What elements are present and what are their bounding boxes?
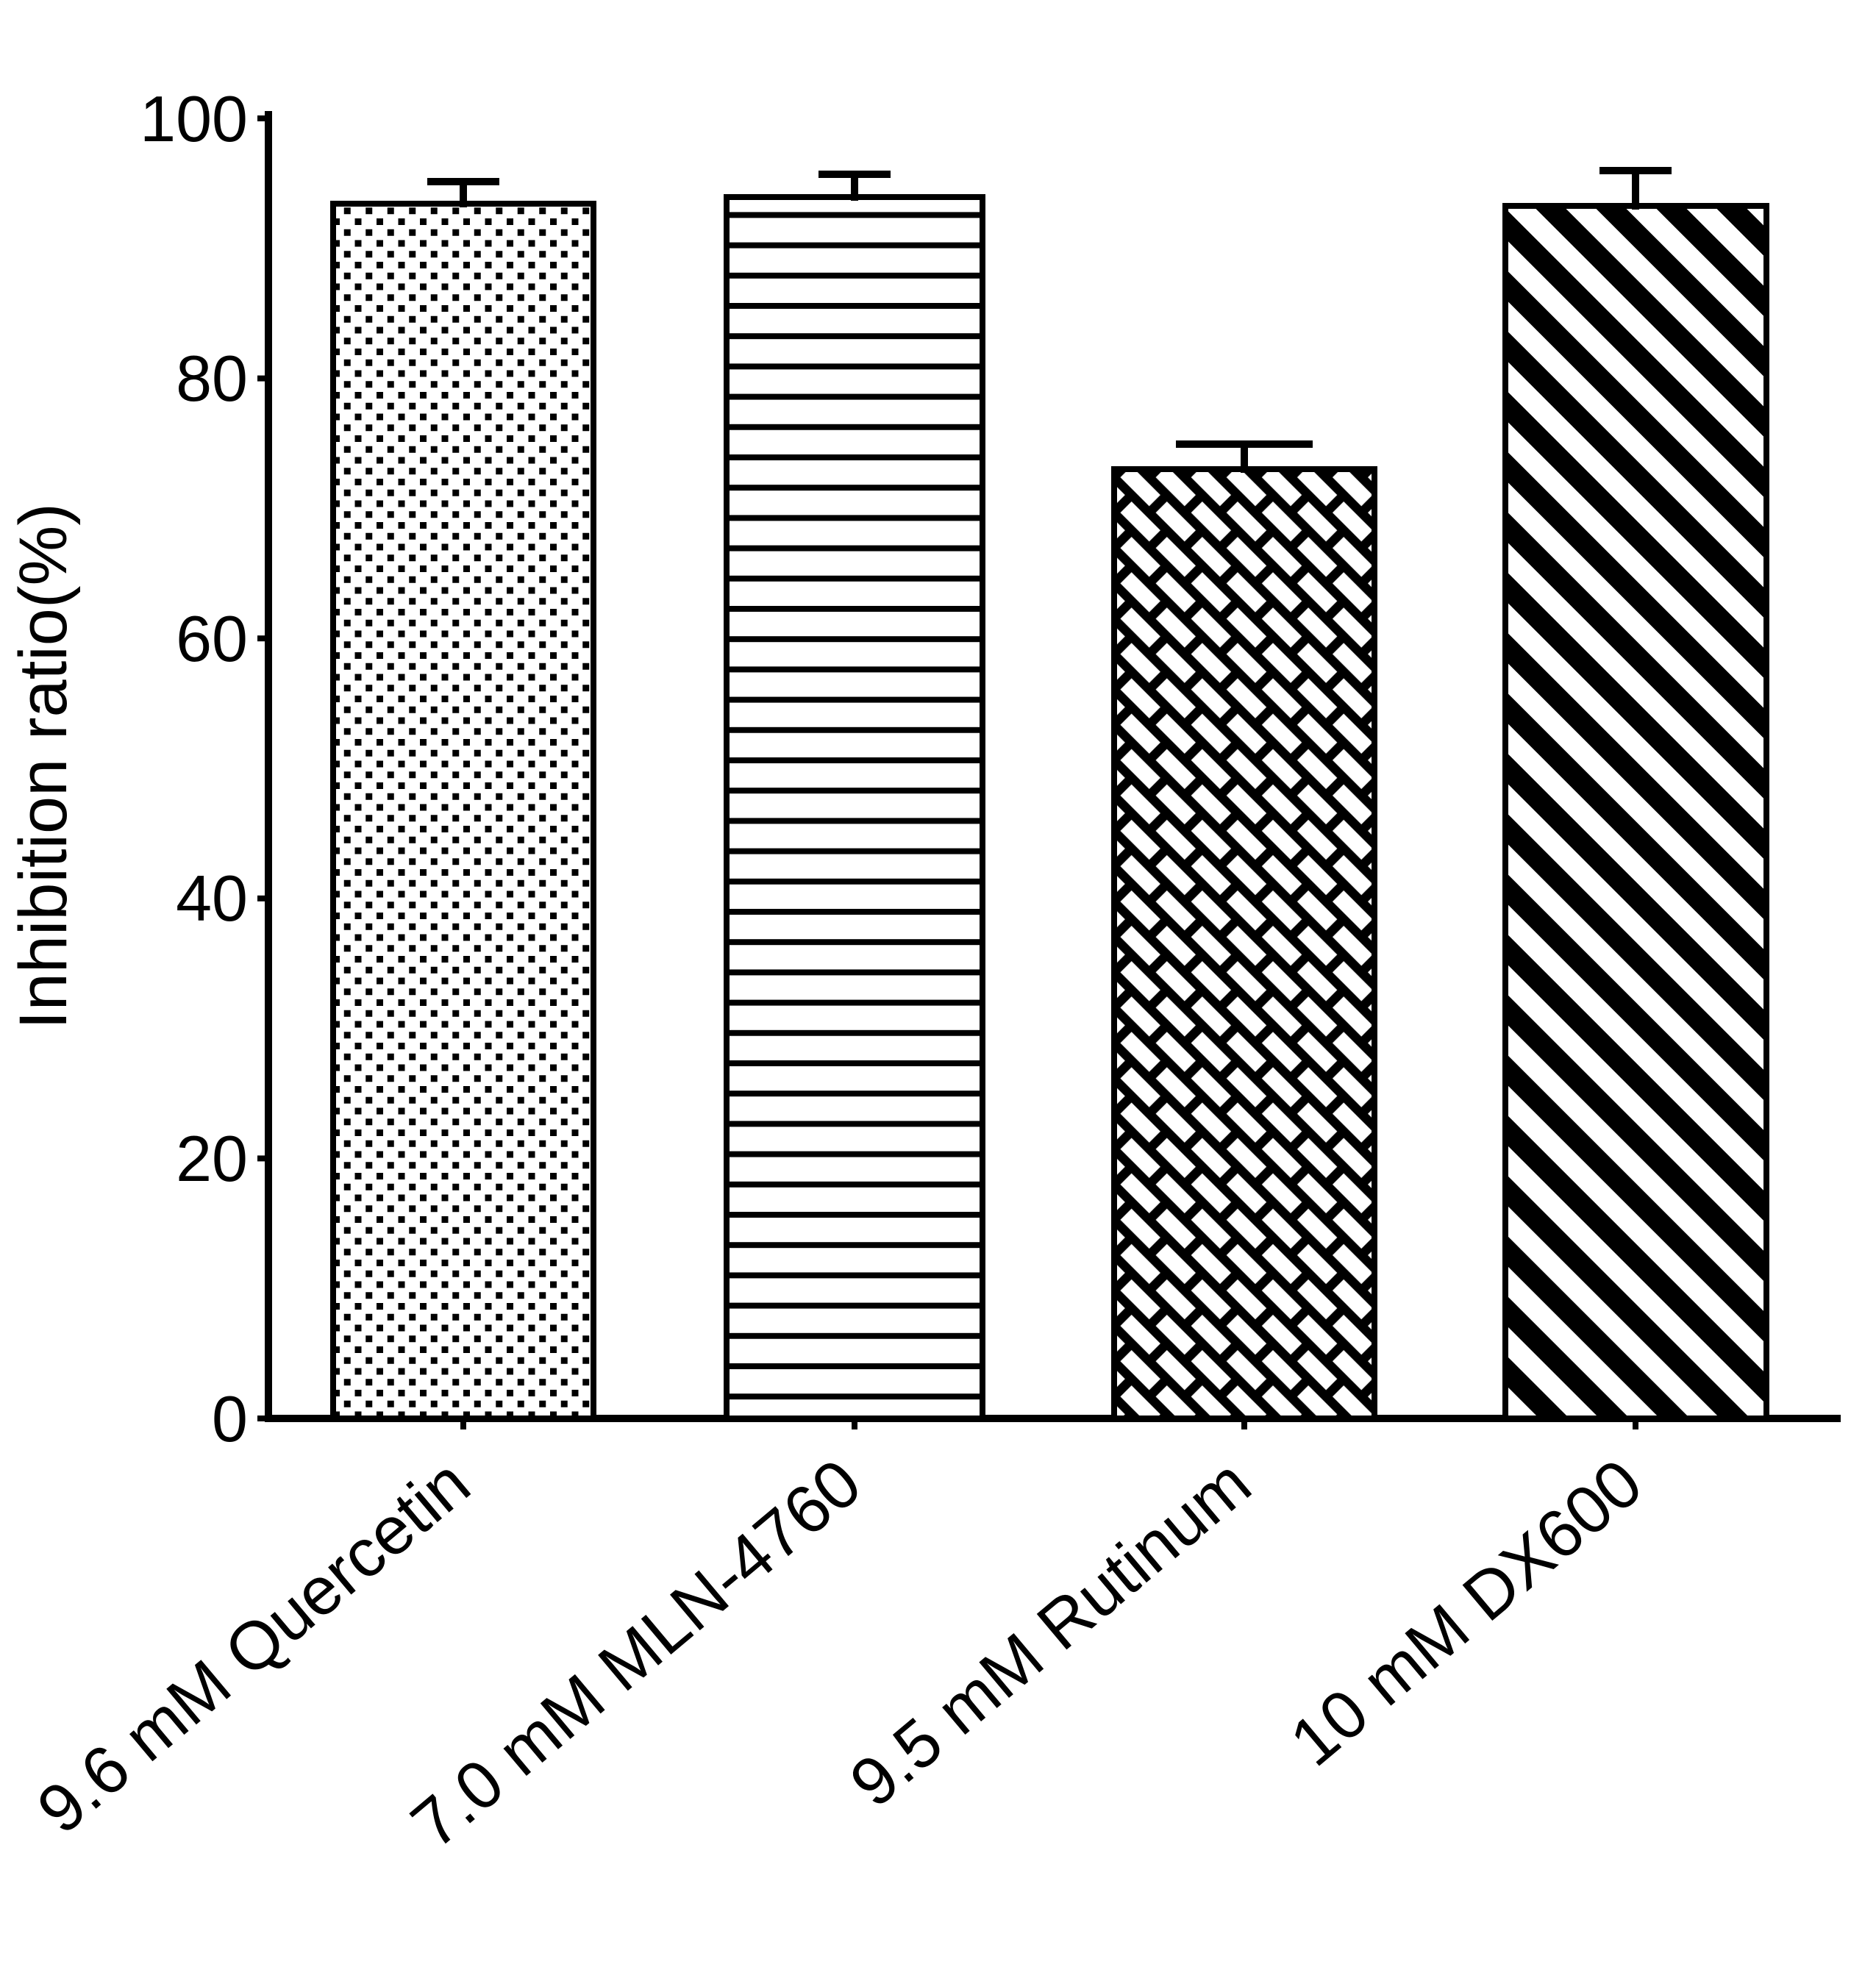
svg-text:100: 100	[140, 82, 248, 155]
svg-text:60: 60	[176, 602, 248, 675]
svg-text:0: 0	[212, 1382, 248, 1455]
svg-text:Inhibition ratio(%): Inhibition ratio(%)	[6, 503, 81, 1029]
svg-text:9.6 mM Quercetin: 9.6 mM Quercetin	[24, 1445, 484, 1848]
svg-text:10 mM DX600: 10 mM DX600	[1277, 1445, 1656, 1780]
svg-text:80: 80	[176, 342, 248, 415]
svg-text:40: 40	[176, 862, 248, 935]
svg-text:20: 20	[176, 1122, 248, 1195]
svg-text:9.5 mM Rutinum: 9.5 mM Rutinum	[836, 1445, 1265, 1821]
